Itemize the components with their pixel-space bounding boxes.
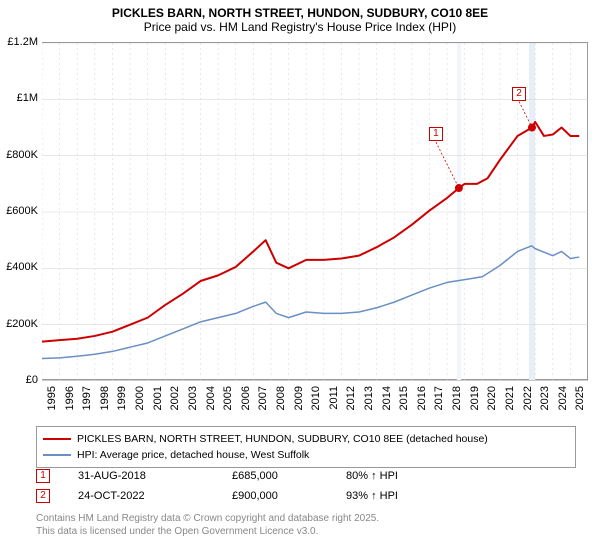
x-axis-label: 1996 <box>64 386 76 410</box>
y-axis-label: £600K <box>2 205 38 217</box>
x-axis-label: 2002 <box>169 386 181 410</box>
y-axis-label: £800K <box>2 149 38 161</box>
x-axis-label: 1995 <box>46 386 58 410</box>
x-axis-label: 2016 <box>416 386 428 410</box>
x-axis-label: 2007 <box>257 386 269 410</box>
title-line2: Price paid vs. HM Land Registry's House … <box>0 20 600 34</box>
x-axis-label: 2010 <box>310 386 322 410</box>
y-axis-label: £400K <box>2 261 38 273</box>
chart-svg <box>42 43 588 381</box>
x-axis-label: 1999 <box>116 386 128 410</box>
footer-line2: This data is licensed under the Open Gov… <box>36 525 379 538</box>
x-axis-label: 2011 <box>328 386 340 410</box>
legend-item: PICKLES BARN, NORTH STREET, HUNDON, SUDB… <box>43 431 569 447</box>
legend-label: PICKLES BARN, NORTH STREET, HUNDON, SUDB… <box>77 433 488 445</box>
chart-title-block: PICKLES BARN, NORTH STREET, HUNDON, SUDB… <box>0 0 600 36</box>
x-axis-label: 2000 <box>134 386 146 410</box>
x-axis-label: 2020 <box>486 386 498 410</box>
y-axis-label: £1.2M <box>2 36 38 48</box>
sale-row: 1 31-AUG-2018 £685,000 80% ↑ HPI <box>36 466 576 486</box>
x-axis-label: 2005 <box>222 386 234 410</box>
x-axis-label: 2004 <box>205 386 217 410</box>
legend-swatch <box>43 454 71 456</box>
x-axis-label: 1997 <box>81 386 93 410</box>
sale-price: £685,000 <box>232 470 332 482</box>
chart-sale-marker: 1 <box>429 127 443 141</box>
legend-box: PICKLES BARN, NORTH STREET, HUNDON, SUDB… <box>36 426 576 468</box>
x-axis-label: 2012 <box>345 386 357 410</box>
chart-sale-marker: 2 <box>512 87 526 101</box>
sale-marker-icon: 1 <box>36 469 50 483</box>
x-axis-label: 2017 <box>433 386 445 410</box>
x-axis-label: 2018 <box>451 386 463 410</box>
x-axis-label: 2009 <box>293 386 305 410</box>
sales-table: 1 31-AUG-2018 £685,000 80% ↑ HPI 2 24-OCT-202… <box>36 466 576 506</box>
y-axis-label: £200K <box>2 318 38 330</box>
sale-row: 2 24-OCT-2022 £900,000 93% ↑ HPI <box>36 486 576 506</box>
x-axis-label: 2025 <box>574 386 586 410</box>
y-axis-label: £0 <box>2 374 38 386</box>
x-axis-label: 2001 <box>152 386 164 410</box>
sale-hpi: 80% ↑ HPI <box>346 470 466 482</box>
chart-plot-area <box>42 42 588 380</box>
x-axis-label: 2024 <box>557 386 569 410</box>
sale-date: 31-AUG-2018 <box>78 470 218 482</box>
title-line1: PICKLES BARN, NORTH STREET, HUNDON, SUDB… <box>0 6 600 20</box>
x-axis-label: 2021 <box>504 386 516 410</box>
x-axis-label: 2008 <box>275 386 287 410</box>
sale-hpi: 93% ↑ HPI <box>346 490 466 502</box>
legend-swatch <box>43 438 71 440</box>
x-axis-label: 2022 <box>522 386 534 410</box>
x-axis-label: 2006 <box>240 386 252 410</box>
x-axis-label: 2019 <box>469 386 481 410</box>
legend-label: HPI: Average price, detached house, West… <box>77 449 309 461</box>
sale-date: 24-OCT-2022 <box>78 490 218 502</box>
legend-item: HPI: Average price, detached house, West… <box>43 447 569 463</box>
footer-attribution: Contains HM Land Registry data © Crown c… <box>36 512 379 538</box>
x-axis-label: 2003 <box>187 386 199 410</box>
footer-line1: Contains HM Land Registry data © Crown c… <box>36 512 379 525</box>
sale-marker-icon: 2 <box>36 489 50 503</box>
x-axis-label: 1998 <box>99 386 111 410</box>
x-axis-label: 2013 <box>363 386 375 410</box>
x-axis-label: 2014 <box>381 386 393 410</box>
y-axis-label: £1M <box>2 92 38 104</box>
x-axis-label: 2015 <box>398 386 410 410</box>
x-axis-label: 2023 <box>539 386 551 410</box>
sale-price: £900,000 <box>232 490 332 502</box>
